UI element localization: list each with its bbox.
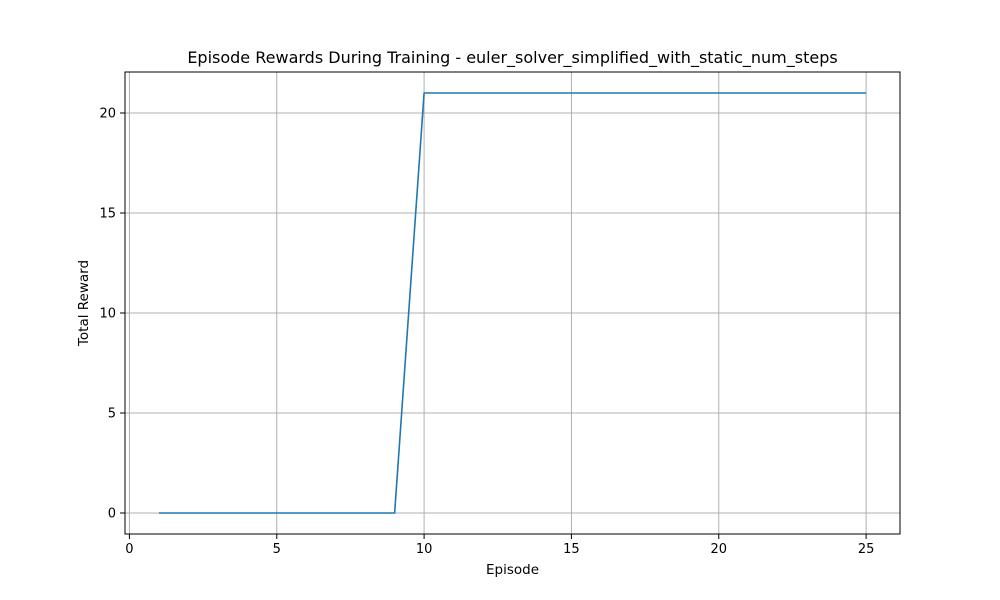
x-tick-label: 25 [858,542,875,557]
x-tick-label: 10 [416,542,433,557]
series-layer [158,92,867,514]
y-axis-ticks: 0 5 10 15 20 [99,107,125,522]
y-tick-label: 15 [99,207,116,222]
x-tick-label: 5 [273,542,281,557]
series-line [158,92,867,514]
x-tick-label: 15 [563,542,580,557]
x-tick-label: 0 [125,542,133,557]
y-axis-label: Total Reward [76,260,92,347]
chart-title: Episode Rewards During Training - euler_… [187,48,837,68]
y-tick-label: 0 [108,507,116,522]
y-tick-label: 20 [99,107,116,122]
y-tick-label: 5 [108,407,116,422]
x-tick-label: 20 [711,542,728,557]
axes-frame [124,71,901,535]
x-axis-ticks: 0 5 10 15 20 25 [125,534,874,557]
x-axis-label: Episode [486,562,539,578]
y-tick-label: 10 [99,307,116,322]
